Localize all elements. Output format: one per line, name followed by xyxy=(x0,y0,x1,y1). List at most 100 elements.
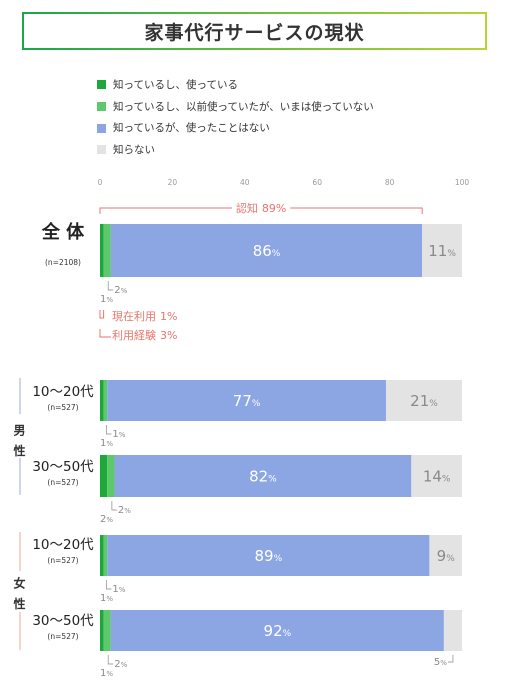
bar-segment-row-2-series-2 xyxy=(103,380,108,421)
value-label-number: 2 xyxy=(118,505,124,516)
value-label: 11% xyxy=(428,242,456,260)
value-label-unit: % xyxy=(106,516,113,524)
value-label-number: 1 xyxy=(100,593,106,604)
category-label: 10〜20代 xyxy=(32,383,94,400)
leader-line xyxy=(107,281,114,291)
value-label-number: 1 xyxy=(112,584,118,595)
bar-segment-row-4-series-2 xyxy=(103,535,108,576)
leader-line xyxy=(111,501,117,511)
legend-swatch xyxy=(97,80,106,90)
annotation-label: 認知 89% xyxy=(236,201,286,215)
value-label-number: 2 xyxy=(114,285,120,296)
bar-segment-row-5-series-1 xyxy=(100,610,104,651)
chart-title: 家事代行サービスの現状 xyxy=(144,21,365,44)
value-label: 2% xyxy=(114,285,127,296)
leader-line xyxy=(105,580,112,590)
value-label-number: 92 xyxy=(264,622,283,640)
value-label-number: 1 xyxy=(112,429,118,440)
group-label-female: 女性 xyxy=(12,577,26,618)
sample-size-label: (n=527) xyxy=(47,631,79,641)
value-label-unit: % xyxy=(121,661,128,669)
bar-segment-row-1-series-4 xyxy=(422,224,462,277)
legend-swatch xyxy=(97,145,106,155)
value-label: 14% xyxy=(423,468,451,486)
value-label-unit: % xyxy=(283,629,292,639)
value-label: 92% xyxy=(264,622,292,640)
annotation-bracket xyxy=(99,329,111,338)
value-label: 1% xyxy=(100,593,113,604)
value-label-number: 1 xyxy=(100,668,106,679)
sample-size-label: (n=527) xyxy=(47,402,79,412)
bar-segment-row-4-series-4 xyxy=(429,535,462,576)
value-label-number: 89 xyxy=(255,547,274,565)
annotation-bracket xyxy=(99,310,105,319)
value-label-unit: % xyxy=(268,475,277,485)
value-label: 9% xyxy=(437,547,456,565)
value-label-number: 2 xyxy=(100,514,106,525)
category-label: 30〜50代 xyxy=(32,612,94,629)
legend-item: 知っているが、使ったことはない xyxy=(97,117,374,139)
bar-segment-row-2-series-3 xyxy=(107,380,386,421)
legend-label: 知っているし、使っている xyxy=(113,78,238,91)
value-label-number: 86 xyxy=(253,242,272,260)
value-label: 2% xyxy=(100,514,113,525)
annotation-value: 89 xyxy=(262,202,276,215)
bar-segment-row-2-series-4 xyxy=(385,380,462,421)
value-label: 1% xyxy=(100,668,113,679)
value-label-unit: % xyxy=(447,249,456,259)
value-label: 2% xyxy=(118,505,131,516)
x-tick-label: 80 xyxy=(385,178,395,187)
title-box: 家事代行サービスの現状 xyxy=(22,12,487,50)
value-label-number: 77 xyxy=(233,392,252,410)
value-label-unit: % xyxy=(121,287,128,295)
bar-segment-row-3-series-2 xyxy=(107,455,115,497)
bar-segment-row-3-series-3 xyxy=(114,455,412,497)
bar-segment-row-5-series-4 xyxy=(443,610,462,651)
annotation-text: 認知 xyxy=(236,201,258,215)
value-label: 5% xyxy=(434,657,447,668)
sample-size-label: (n=2108) xyxy=(45,257,81,267)
value-label-unit: % xyxy=(119,431,126,439)
legend: 知っているし、使っている 知っているし、以前使っていたが、いまは使っていない 知… xyxy=(97,74,374,161)
value-label-unit: % xyxy=(252,399,261,409)
value-label-unit: % xyxy=(440,659,447,667)
value-label: 1% xyxy=(112,429,125,440)
value-label-number: 1 xyxy=(100,294,106,305)
value-label-number: 21 xyxy=(410,392,429,410)
value-label: 21% xyxy=(410,392,438,410)
bar-segment-row-1-series-2 xyxy=(103,224,111,277)
x-tick-label: 0 xyxy=(98,178,103,187)
sample-size-label: (n=527) xyxy=(47,477,79,487)
bar-segment-row-1-series-1 xyxy=(100,224,104,277)
bar-segment-row-5-series-3 xyxy=(110,610,444,651)
x-tick-label: 40 xyxy=(240,178,250,187)
annotation-unit: % xyxy=(167,310,177,323)
legend-item: 知っているし、以前使っていたが、いまは使っていない xyxy=(97,96,374,118)
legend-swatch xyxy=(97,123,106,133)
legend-swatch xyxy=(97,102,106,112)
category-label: 30〜50代 xyxy=(32,458,94,475)
value-label-number: 14 xyxy=(423,468,442,486)
leader-line xyxy=(107,655,114,665)
annotation-value: 1 xyxy=(160,310,167,323)
sample-size-label: (n=527) xyxy=(47,555,79,565)
value-label-unit: % xyxy=(429,399,438,409)
group-label-male: 男性 xyxy=(12,424,26,465)
legend-label: 知っているが、使ったことはない xyxy=(113,122,270,135)
value-label-number: 82 xyxy=(249,468,268,486)
value-label-number: 11 xyxy=(428,242,447,260)
bar-segment-row-1-series-3 xyxy=(110,224,423,277)
value-label: 1% xyxy=(100,438,113,449)
value-label: 82% xyxy=(249,468,277,486)
value-label-number: 2 xyxy=(114,659,120,670)
value-label: 2% xyxy=(114,659,127,670)
x-tick-label: 100 xyxy=(455,178,470,187)
value-label: 1% xyxy=(112,584,125,595)
value-label: 89% xyxy=(255,547,283,565)
value-label-number: 5 xyxy=(434,657,440,668)
legend-label: 知っているし、以前使っていたが、いまは使っていない xyxy=(113,100,374,113)
value-label-unit: % xyxy=(124,507,131,515)
annotation-label: 利用経験 3% xyxy=(112,328,177,342)
value-label-unit: % xyxy=(106,440,113,448)
